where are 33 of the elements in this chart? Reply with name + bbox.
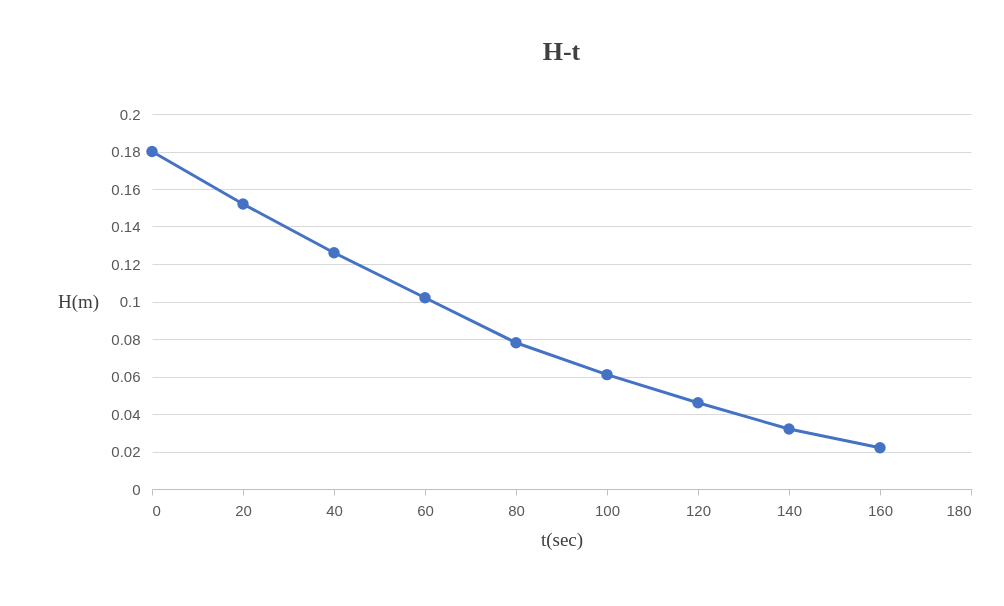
y-tick-label: 0 bbox=[132, 480, 141, 498]
x-tick-label: 40 bbox=[326, 501, 343, 519]
x-tick-label: 160 bbox=[867, 501, 894, 519]
y-tick-label: 0.1 bbox=[119, 293, 141, 310]
point bbox=[419, 292, 431, 304]
x-tick-label: 140 bbox=[776, 501, 803, 519]
y-tick-label: 0.12 bbox=[111, 255, 141, 273]
point bbox=[510, 337, 522, 349]
x-tick-label: 80 bbox=[508, 501, 525, 519]
x-axis-title: t(sec) bbox=[540, 528, 584, 551]
x-tick-label: 180 bbox=[946, 501, 972, 519]
chart-title: H-t bbox=[542, 37, 581, 66]
y-tick-label: 0.08 bbox=[111, 330, 141, 348]
x-tick-label: 20 bbox=[235, 501, 252, 519]
y-tick-label: 0.18 bbox=[111, 143, 141, 160]
point bbox=[692, 397, 704, 409]
y-tick-label: 0.06 bbox=[111, 368, 141, 385]
x-tick-label: 60 bbox=[417, 501, 434, 519]
point bbox=[237, 198, 249, 210]
y-tick-label: 0.2 bbox=[119, 105, 141, 123]
x-tick-label: 120 bbox=[685, 501, 712, 519]
y-tick-label: 0.14 bbox=[111, 218, 141, 235]
y-axis-title: H(m) bbox=[57, 291, 100, 313]
point bbox=[328, 247, 340, 259]
point bbox=[601, 368, 613, 381]
x-tick-label: 100 bbox=[594, 501, 621, 519]
y-tick-label: 0.02 bbox=[111, 443, 141, 460]
point bbox=[146, 145, 158, 158]
x-tick-label: 0 bbox=[152, 501, 161, 519]
point bbox=[783, 423, 795, 435]
y-tick-label: 0.16 bbox=[111, 180, 141, 198]
y-tick-label: 0.04 bbox=[111, 405, 141, 423]
point bbox=[874, 442, 886, 454]
